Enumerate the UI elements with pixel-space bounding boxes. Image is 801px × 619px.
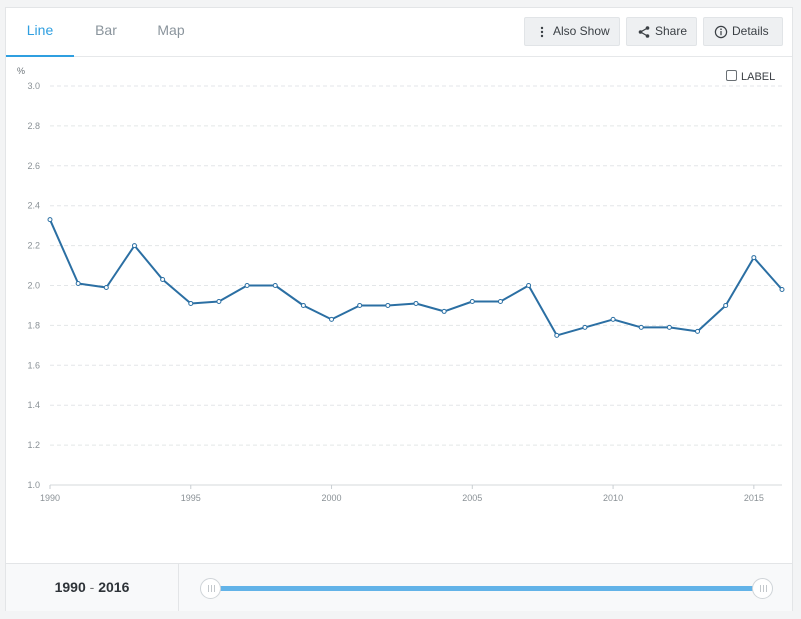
data-point [497,298,503,304]
y-tick-label: 1.0 [27,480,40,490]
data-point [610,316,616,322]
data-point [638,324,644,330]
data-point [441,308,447,314]
data-point [695,328,701,334]
y-axis: % 1.0 1.2 1.4 1.6 1.8 2.0 2.2 2.4 2.6 2.8 3.0 [17,66,40,490]
y-tick-label: 1.2 [27,440,40,450]
share-button[interactable]: Share [626,17,697,46]
range-slider-end-handle[interactable] [752,578,773,599]
x-tick-label: 1995 [181,493,201,503]
data-point [779,286,785,292]
y-axis-unit: % [17,66,25,76]
data-point [244,283,250,288]
range-separator: - [89,579,95,595]
data-point [160,277,166,283]
more-vertical-icon [535,18,549,45]
chart-panel: Line Bar Map Also Show [5,7,793,611]
data-point [188,300,194,306]
data-point [131,243,137,249]
data-point [385,302,391,308]
tab-map[interactable]: Map [157,22,185,38]
data-point [526,283,532,288]
data-point [723,302,729,308]
y-tick-label: 1.8 [27,320,40,330]
details-label: Details [732,24,769,38]
series-line [49,219,783,337]
x-tick-label: 2000 [322,493,342,503]
data-point [554,332,560,338]
x-axis: 1990 1995 2000 2005 2010 2015 [40,484,782,503]
y-tick-label: 2.4 [27,201,40,211]
y-tick-label: 2.6 [27,161,40,171]
details-button[interactable]: Details [703,17,783,46]
x-tick-label: 2010 [603,493,623,503]
data-point [413,300,419,306]
x-tick-label: 1990 [40,493,60,503]
label-toggle[interactable]: LABEL [726,69,775,85]
info-icon [714,18,728,45]
y-tick-label: 2.2 [27,241,40,251]
tab-bar[interactable]: Bar [95,22,117,38]
data-point [75,281,81,287]
also-show-label: Also Show [553,24,610,38]
data-point [469,298,475,304]
range-label: 1990 - 2016 [6,564,179,611]
grip-icon [208,585,215,592]
data-point [751,255,757,261]
y-tick-label: 2.8 [27,121,40,131]
line-chart: %1.01.21.41.61.82.02.22.42.62.83.0 1990 1… [17,66,785,503]
data-point [666,324,672,330]
y-tick-label: 3.0 [27,81,40,91]
data-point [582,324,588,330]
range-start: 1990 [54,579,86,595]
chart-type-tabs: Line Bar Map Also Show [6,8,792,57]
chart-series [47,217,785,338]
tab-line[interactable]: Line [6,8,74,57]
y-tick-label: 1.4 [27,400,40,410]
y-tick-label: 1.6 [27,360,40,370]
y-tick-label: 2.0 [27,281,40,291]
chart-grid [50,85,782,446]
data-point [329,316,335,322]
grip-icon [760,585,767,592]
data-point [357,302,363,308]
data-point [272,283,278,288]
range-end: 2016 [98,579,130,595]
range-slider-track[interactable] [211,586,764,591]
share-icon [637,18,651,45]
label-checkbox[interactable] [726,70,737,81]
x-tick-label: 2015 [744,493,764,503]
also-show-button[interactable]: Also Show [524,17,620,46]
data-point [300,302,306,308]
data-point [216,298,222,304]
range-footer: 1990 - 2016 [6,563,792,611]
share-label: Share [655,24,688,38]
data-point [47,217,53,223]
x-tick-label: 2005 [462,493,482,503]
range-slider-start-handle[interactable] [200,578,221,599]
data-point [103,284,109,290]
label-toggle-text: LABEL [741,71,776,83]
